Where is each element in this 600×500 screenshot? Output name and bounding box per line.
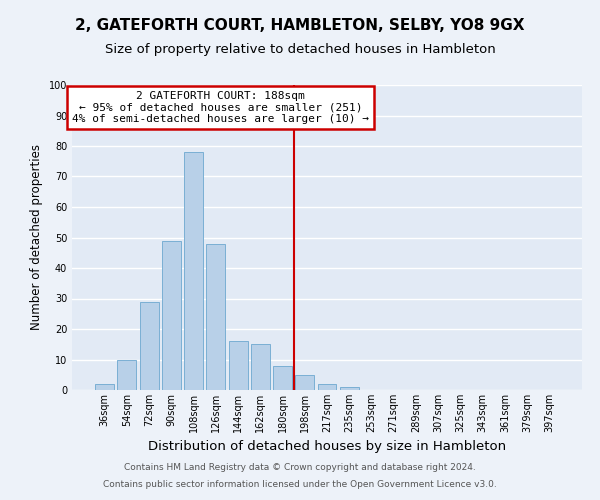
Bar — [229, 341, 248, 390]
Bar — [251, 344, 270, 390]
Bar — [162, 240, 181, 390]
Text: 2, GATEFORTH COURT, HAMBLETON, SELBY, YO8 9GX: 2, GATEFORTH COURT, HAMBLETON, SELBY, YO… — [75, 18, 525, 32]
Bar — [140, 302, 158, 390]
Bar — [184, 152, 203, 390]
Text: Size of property relative to detached houses in Hambleton: Size of property relative to detached ho… — [104, 42, 496, 56]
Bar — [295, 375, 314, 390]
Bar — [317, 384, 337, 390]
Bar — [118, 360, 136, 390]
Text: Contains HM Land Registry data © Crown copyright and database right 2024.: Contains HM Land Registry data © Crown c… — [124, 464, 476, 472]
Y-axis label: Number of detached properties: Number of detached properties — [30, 144, 43, 330]
Bar — [95, 384, 114, 390]
Bar — [273, 366, 292, 390]
Bar — [340, 387, 359, 390]
Text: Contains public sector information licensed under the Open Government Licence v3: Contains public sector information licen… — [103, 480, 497, 489]
Bar — [206, 244, 225, 390]
Text: 2 GATEFORTH COURT: 188sqm
← 95% of detached houses are smaller (251)
4% of semi-: 2 GATEFORTH COURT: 188sqm ← 95% of detac… — [72, 91, 369, 124]
X-axis label: Distribution of detached houses by size in Hambleton: Distribution of detached houses by size … — [148, 440, 506, 454]
